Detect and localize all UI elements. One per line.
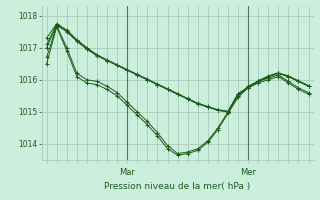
Text: Mar: Mar — [119, 168, 135, 177]
Text: Mer: Mer — [240, 168, 256, 177]
X-axis label: Pression niveau de la mer( hPa ): Pression niveau de la mer( hPa ) — [104, 182, 251, 191]
